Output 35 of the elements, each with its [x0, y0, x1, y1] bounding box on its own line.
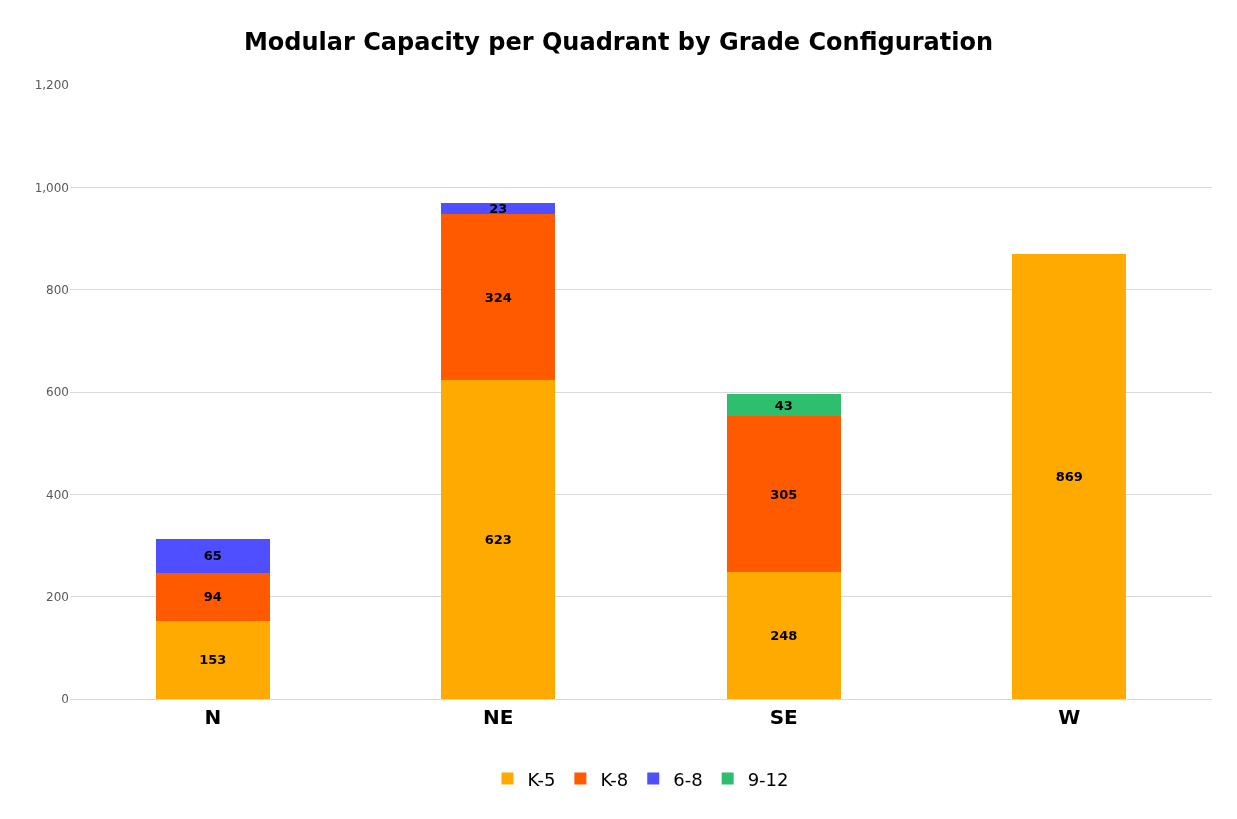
data-label: 94: [203, 589, 222, 605]
bar: [441, 380, 556, 699]
bar: [726, 416, 841, 573]
legend-label: K-8: [600, 768, 629, 790]
data-label: 153: [199, 652, 227, 668]
legend-label: 9-12: [747, 768, 789, 790]
data-label: 869: [1055, 469, 1083, 485]
x-tick-label: SE: [769, 705, 798, 729]
x-tick-label: NE: [483, 705, 514, 729]
data-label: 248: [770, 628, 798, 644]
chart-title: Modular Capacity per Quadrant by Grade Configuration: [243, 27, 994, 56]
legend-label: K-5: [527, 768, 556, 790]
y-tick-label: 800: [46, 282, 69, 297]
y-tick-label: 1,200: [34, 78, 69, 93]
data-label: 324: [484, 289, 512, 305]
bar: [155, 620, 270, 699]
x-tick-label: W: [1058, 705, 1081, 729]
bar: [441, 214, 556, 381]
y-tick-label: 0: [61, 692, 69, 707]
x-tick-label: N: [204, 705, 222, 729]
bar: [726, 394, 841, 417]
y-tick-label: 200: [46, 589, 69, 604]
legend-label: 6-8: [673, 768, 703, 790]
y-tick-label: 400: [46, 487, 69, 502]
bar: [155, 539, 270, 573]
data-label: 305: [770, 486, 798, 502]
data-label: 23: [489, 201, 508, 217]
bar: [155, 572, 270, 621]
data-label: 65: [203, 548, 222, 564]
bar: [1012, 254, 1127, 699]
data-label: 43: [774, 397, 793, 413]
bar: [726, 572, 841, 699]
y-tick-label: 1,000: [34, 180, 69, 195]
y-tick-label: 600: [46, 385, 69, 400]
data-label: 623: [484, 532, 512, 548]
